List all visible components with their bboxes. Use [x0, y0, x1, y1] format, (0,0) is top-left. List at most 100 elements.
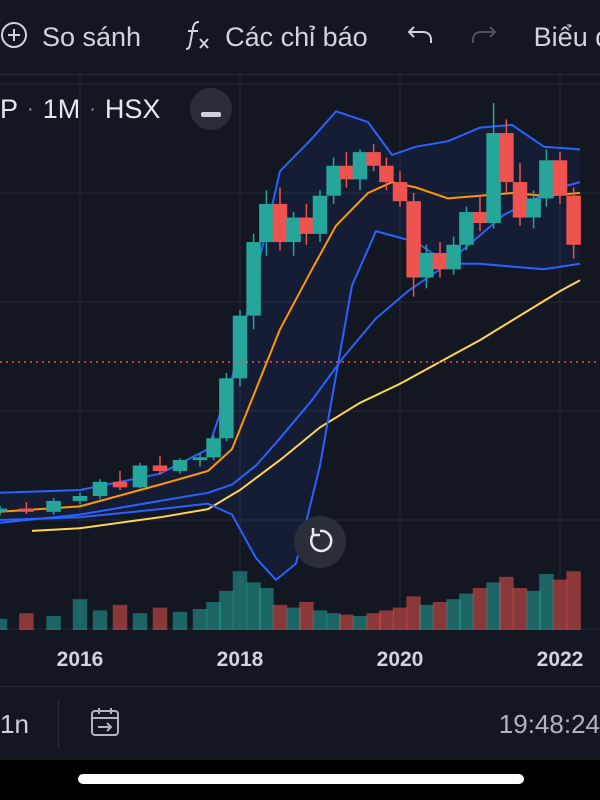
volume-bar	[552, 579, 568, 630]
volume-bar	[419, 604, 434, 630]
candle	[192, 453, 208, 467]
candle	[259, 190, 274, 256]
volume-bar	[379, 610, 394, 630]
candle	[72, 492, 88, 505]
candle-body	[192, 457, 208, 461]
volume-bar	[299, 602, 314, 630]
candle-body	[259, 203, 274, 243]
candle-body	[566, 195, 581, 245]
ma-slow-line	[31, 279, 581, 532]
redo-button[interactable]	[452, 0, 516, 74]
volume-bar	[352, 616, 368, 630]
compare-label: So sánh	[42, 21, 142, 52]
candle-body	[486, 133, 501, 223]
symbol-legend[interactable]: P · 1M · HSX	[0, 86, 233, 132]
volume-bar	[446, 599, 461, 630]
candle	[459, 206, 474, 251]
candle-body	[232, 315, 248, 379]
function-icon	[183, 19, 211, 56]
candle	[299, 203, 314, 245]
volume-bar	[286, 607, 301, 630]
candle-body	[132, 465, 148, 488]
chart-type-label: Biểu đ	[533, 21, 600, 52]
candle-body	[312, 195, 328, 234]
candle-body	[326, 165, 341, 196]
bollinger-band-fill	[0, 111, 580, 580]
candle-body	[339, 165, 354, 180]
clock: 19:48:24	[498, 708, 600, 739]
volume-bar	[172, 611, 188, 630]
candle	[19, 502, 34, 515]
volume-bar	[219, 590, 234, 630]
candle-body	[459, 212, 474, 245]
candle-body	[219, 378, 234, 439]
candle-body	[246, 242, 261, 316]
volume-bar	[472, 588, 488, 630]
date-range-button[interactable]	[89, 706, 123, 743]
candle	[526, 190, 541, 229]
candle	[339, 152, 354, 188]
undo-button[interactable]	[388, 0, 452, 74]
candle-body	[286, 217, 301, 243]
candle-body	[472, 212, 488, 223]
candle	[312, 190, 328, 243]
candle-body	[432, 252, 448, 270]
candle	[472, 195, 488, 232]
reset-chart-button[interactable]	[294, 516, 346, 568]
candle	[272, 187, 288, 251]
candle	[446, 236, 461, 275]
chart-type-button[interactable]: Biểu đ	[516, 0, 600, 74]
candle-body	[206, 438, 221, 458]
home-indicator[interactable]	[78, 774, 524, 784]
volume-bar	[392, 607, 408, 630]
separator-dot: ·	[89, 97, 96, 120]
candle-body	[72, 496, 88, 501]
candle	[566, 187, 581, 259]
indicators-label: Các chỉ báo	[225, 21, 368, 52]
indicators-button[interactable]: Các chỉ báo	[163, 0, 388, 74]
candle-body	[19, 508, 34, 512]
candle-body	[379, 165, 394, 183]
volume-bar	[132, 613, 148, 630]
candle	[326, 157, 341, 204]
chart-area[interactable]: 2016 2018 2020 2022	[0, 74, 600, 684]
volume-bar	[152, 607, 168, 630]
candle	[392, 171, 408, 207]
candle-body	[46, 500, 61, 512]
volume-bars	[0, 571, 581, 630]
candle-body	[552, 160, 568, 196]
volume-bar	[112, 604, 128, 630]
candle-body	[172, 460, 188, 471]
candle	[406, 193, 421, 297]
candle	[352, 149, 368, 191]
candle-body	[499, 133, 514, 183]
candle	[246, 233, 261, 330]
volume-bar	[206, 602, 221, 630]
volume-bar	[312, 610, 328, 630]
volume-bar	[366, 613, 381, 630]
volume-bar	[19, 613, 34, 630]
bollinger-lower-line	[0, 230, 581, 581]
candle-body	[539, 160, 554, 199]
range-1n-button[interactable]: 1n	[0, 708, 29, 739]
candlestick-chart[interactable]: 2016 2018 2020 2022	[0, 74, 600, 684]
candle-body	[352, 152, 368, 180]
candle	[132, 462, 148, 489]
candle	[152, 455, 168, 475]
bottom-bar: 1n 19:48:24	[0, 686, 600, 761]
bollinger-fill	[0, 111, 580, 580]
separator-dot: ·	[27, 97, 34, 120]
compare-button[interactable]: So sánh	[0, 0, 163, 74]
candle	[232, 310, 248, 387]
candle-body	[299, 217, 314, 234]
candle	[286, 212, 301, 256]
volume-bar	[272, 604, 288, 630]
reset-icon	[305, 525, 335, 560]
candle-body	[419, 252, 434, 278]
x-tick-label: 2018	[217, 648, 264, 671]
volume-bar	[192, 609, 208, 630]
candle-body	[112, 481, 128, 488]
volume-bar	[459, 593, 474, 630]
collapse-legend-button[interactable]	[190, 88, 233, 130]
candle-body	[392, 182, 408, 202]
